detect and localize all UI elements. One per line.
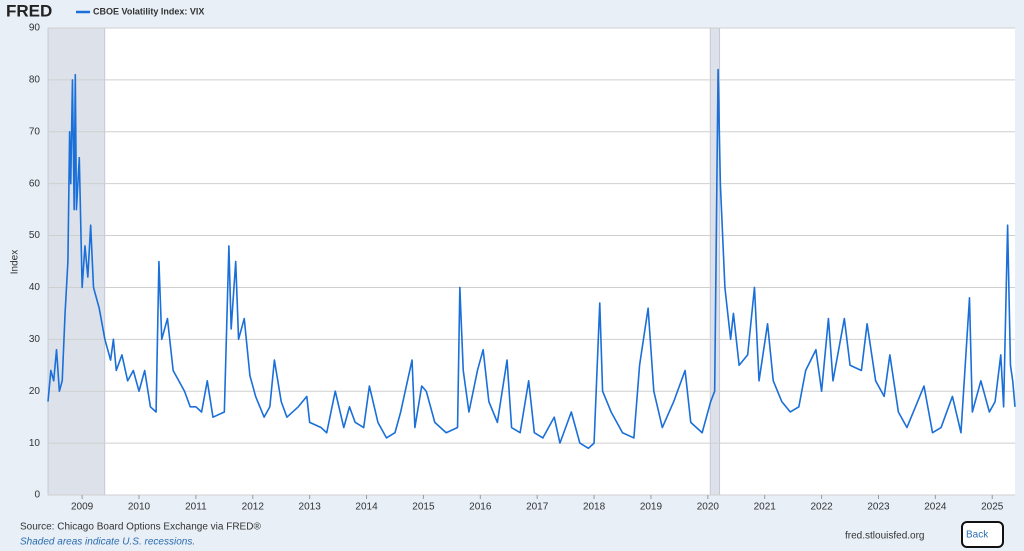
x-tick-label: 2021 bbox=[754, 502, 777, 513]
x-tick-label: 2014 bbox=[355, 502, 378, 513]
x-tick-label: 2019 bbox=[640, 502, 663, 513]
x-tick-label: 2015 bbox=[412, 502, 435, 513]
x-tick-label: 2009 bbox=[71, 502, 94, 513]
y-tick-label: 30 bbox=[29, 334, 41, 345]
x-tick-label: 2023 bbox=[867, 502, 890, 513]
x-tick-label: 2017 bbox=[526, 502, 549, 513]
logo: FRED bbox=[6, 1, 52, 20]
y-tick-label: 90 bbox=[29, 23, 41, 34]
source: Source: Chicago Board Options Exchange v… bbox=[20, 522, 261, 533]
site: fred.stlouisfed.org bbox=[845, 531, 925, 542]
y-tick-label: 70 bbox=[29, 126, 41, 137]
note: Shaded areas indicate U.S. recessions. bbox=[20, 537, 195, 548]
y-tick-label: 60 bbox=[29, 178, 41, 189]
y-tick-label: 50 bbox=[29, 230, 41, 241]
x-tick-label: 2024 bbox=[924, 502, 947, 513]
x-tick-label: 2013 bbox=[299, 502, 322, 513]
y-tick-label: 20 bbox=[29, 386, 41, 397]
y-axis-label: Index bbox=[10, 250, 21, 274]
x-tick-label: 2016 bbox=[469, 502, 492, 513]
x-tick-label: 2020 bbox=[697, 502, 720, 513]
x-tick-label: 2025 bbox=[981, 502, 1004, 513]
back-button[interactable] bbox=[961, 521, 1004, 548]
recession-shade bbox=[47, 27, 106, 496]
plot-area bbox=[48, 28, 1015, 495]
x-tick-label: 2011 bbox=[185, 502, 207, 513]
legend-label: CBOE Volatility Index: VIX bbox=[93, 6, 204, 16]
x-tick-label: 2018 bbox=[583, 502, 606, 513]
x-tick-label: 2010 bbox=[128, 502, 151, 513]
y-tick-label: 40 bbox=[29, 282, 41, 293]
y-tick-label: 80 bbox=[29, 75, 41, 86]
series-line bbox=[47, 68, 1016, 450]
back-button-label[interactable]: Back bbox=[966, 530, 989, 541]
x-tick-label: 2022 bbox=[810, 502, 833, 513]
y-tick-label: 10 bbox=[29, 438, 41, 449]
y-tick-label: 0 bbox=[34, 490, 40, 501]
x-tick-label: 2012 bbox=[242, 502, 265, 513]
